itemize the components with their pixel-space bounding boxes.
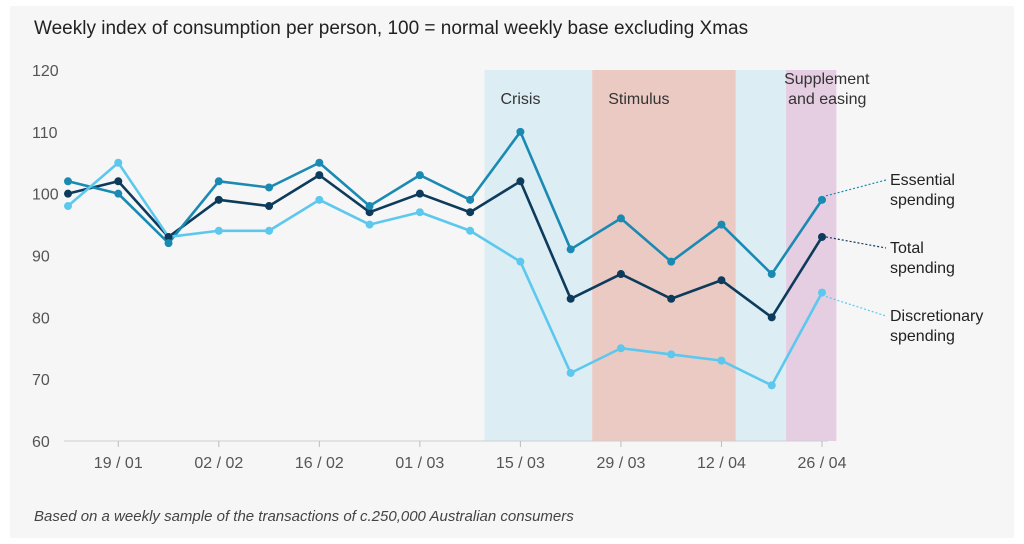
y-tick-label: 110	[32, 125, 58, 142]
y-tick-label: 70	[32, 372, 50, 389]
line-chart: Crisis Stimulus Supplement and easing 60 70 8…	[32, 63, 983, 472]
data-point-total-spending	[466, 208, 475, 217]
data-point-essential-spending	[64, 177, 72, 186]
y-tick-label: 80	[32, 310, 50, 327]
regions: Crisis Stimulus Supplement and easing	[484, 70, 870, 441]
data-point-total-spending	[516, 177, 525, 186]
data-point-discretionary-spending	[64, 202, 72, 211]
data-point-essential-spending	[315, 158, 324, 167]
y-tick-label: 60	[32, 434, 50, 451]
data-point-essential-spending	[516, 127, 525, 136]
region-label-supplement-and-easing: Supplement and easing	[784, 71, 870, 108]
data-point-essential-spending	[365, 202, 374, 211]
data-point-total-spending	[717, 276, 726, 285]
data-point-discretionary-spending	[767, 381, 776, 390]
data-point-discretionary-spending	[466, 226, 475, 235]
y-tick-label: 90	[32, 249, 50, 266]
data-point-discretionary-spending	[415, 208, 424, 217]
region-crisis	[484, 70, 593, 441]
series-line-essential-spending	[67, 130, 824, 276]
series-line-total-spending	[67, 173, 824, 319]
data-point-discretionary-spending	[566, 368, 575, 377]
chart-title: Weekly index of consumption per person, …	[34, 18, 749, 39]
data-point-total-spending	[566, 294, 575, 303]
y-tick-label: 100	[32, 187, 59, 204]
data-point-total-spending	[767, 313, 776, 322]
series-label-total-spending: Total spending	[890, 240, 955, 277]
y-tick-label: 120	[32, 63, 59, 80]
x-tick-label: 19 / 01	[94, 455, 143, 472]
x-tick-label: 29 / 03	[596, 455, 645, 472]
data-point-essential-spending	[717, 220, 726, 229]
data-point-discretionary-spending	[214, 226, 223, 235]
data-point-discretionary-spending	[818, 288, 826, 297]
series-labels: Essential spending Total spending Discretion…	[825, 172, 983, 345]
x-tick-label: 12 / 04	[697, 455, 746, 472]
chart-footnote: Based on a weekly sample of the transact…	[34, 508, 574, 525]
data-point-discretionary-spending	[114, 158, 123, 167]
data-point-total-spending	[365, 208, 374, 217]
data-point-essential-spending	[265, 183, 274, 192]
series-line-discretionary-spending	[67, 161, 824, 387]
data-point-total-spending	[818, 232, 826, 241]
series-label-discretionary-spending: Discretionary spending	[890, 308, 983, 345]
data-point-total-spending	[164, 232, 173, 241]
data-point-total-spending	[616, 270, 625, 279]
data-point-total-spending	[415, 189, 424, 198]
data-point-discretionary-spending	[717, 356, 726, 365]
data-point-essential-spending	[616, 214, 625, 223]
data-point-discretionary-spending	[667, 350, 676, 359]
region-gap-2	[735, 70, 787, 441]
data-point-essential-spending	[164, 239, 173, 248]
y-axis: 60 70 80 90 100 110 120	[32, 63, 59, 451]
series-leader-discretionary-spending	[825, 296, 887, 317]
x-tick-label: 02 / 02	[194, 455, 243, 472]
series-points	[64, 127, 826, 390]
series-lines	[67, 130, 824, 387]
x-tick-label: 15 / 03	[496, 455, 545, 472]
region-label-stimulus: Stimulus	[608, 91, 669, 108]
data-point-discretionary-spending	[365, 220, 374, 229]
data-point-essential-spending	[415, 171, 424, 180]
x-axis: 19 / 01 02 / 02 16 / 02 01 / 03 15 / 03 29 / …	[64, 440, 847, 472]
data-point-essential-spending	[566, 245, 575, 254]
data-point-total-spending	[114, 177, 123, 186]
data-point-total-spending	[214, 195, 223, 204]
data-point-essential-spending	[767, 270, 776, 279]
data-point-total-spending	[64, 189, 72, 198]
data-point-discretionary-spending	[616, 344, 625, 353]
data-point-essential-spending	[466, 195, 475, 204]
x-tick-label: 26 / 04	[798, 455, 847, 472]
x-tick-label: 16 / 02	[295, 455, 344, 472]
data-point-discretionary-spending	[265, 226, 274, 235]
data-point-essential-spending	[818, 195, 826, 204]
x-tick-label: 01 / 03	[395, 455, 444, 472]
data-point-essential-spending	[114, 189, 123, 198]
data-point-essential-spending	[214, 177, 223, 186]
data-point-total-spending	[667, 294, 676, 303]
data-point-essential-spending	[667, 257, 676, 266]
series-label-essential-spending: Essential spending	[890, 172, 955, 209]
data-point-discretionary-spending	[516, 257, 525, 266]
data-point-total-spending	[315, 171, 324, 180]
data-point-discretionary-spending	[315, 195, 324, 204]
region-label-crisis: Crisis	[500, 91, 540, 108]
chart-card: Weekly index of consumption per person, …	[10, 6, 1014, 538]
data-point-total-spending	[265, 202, 274, 211]
